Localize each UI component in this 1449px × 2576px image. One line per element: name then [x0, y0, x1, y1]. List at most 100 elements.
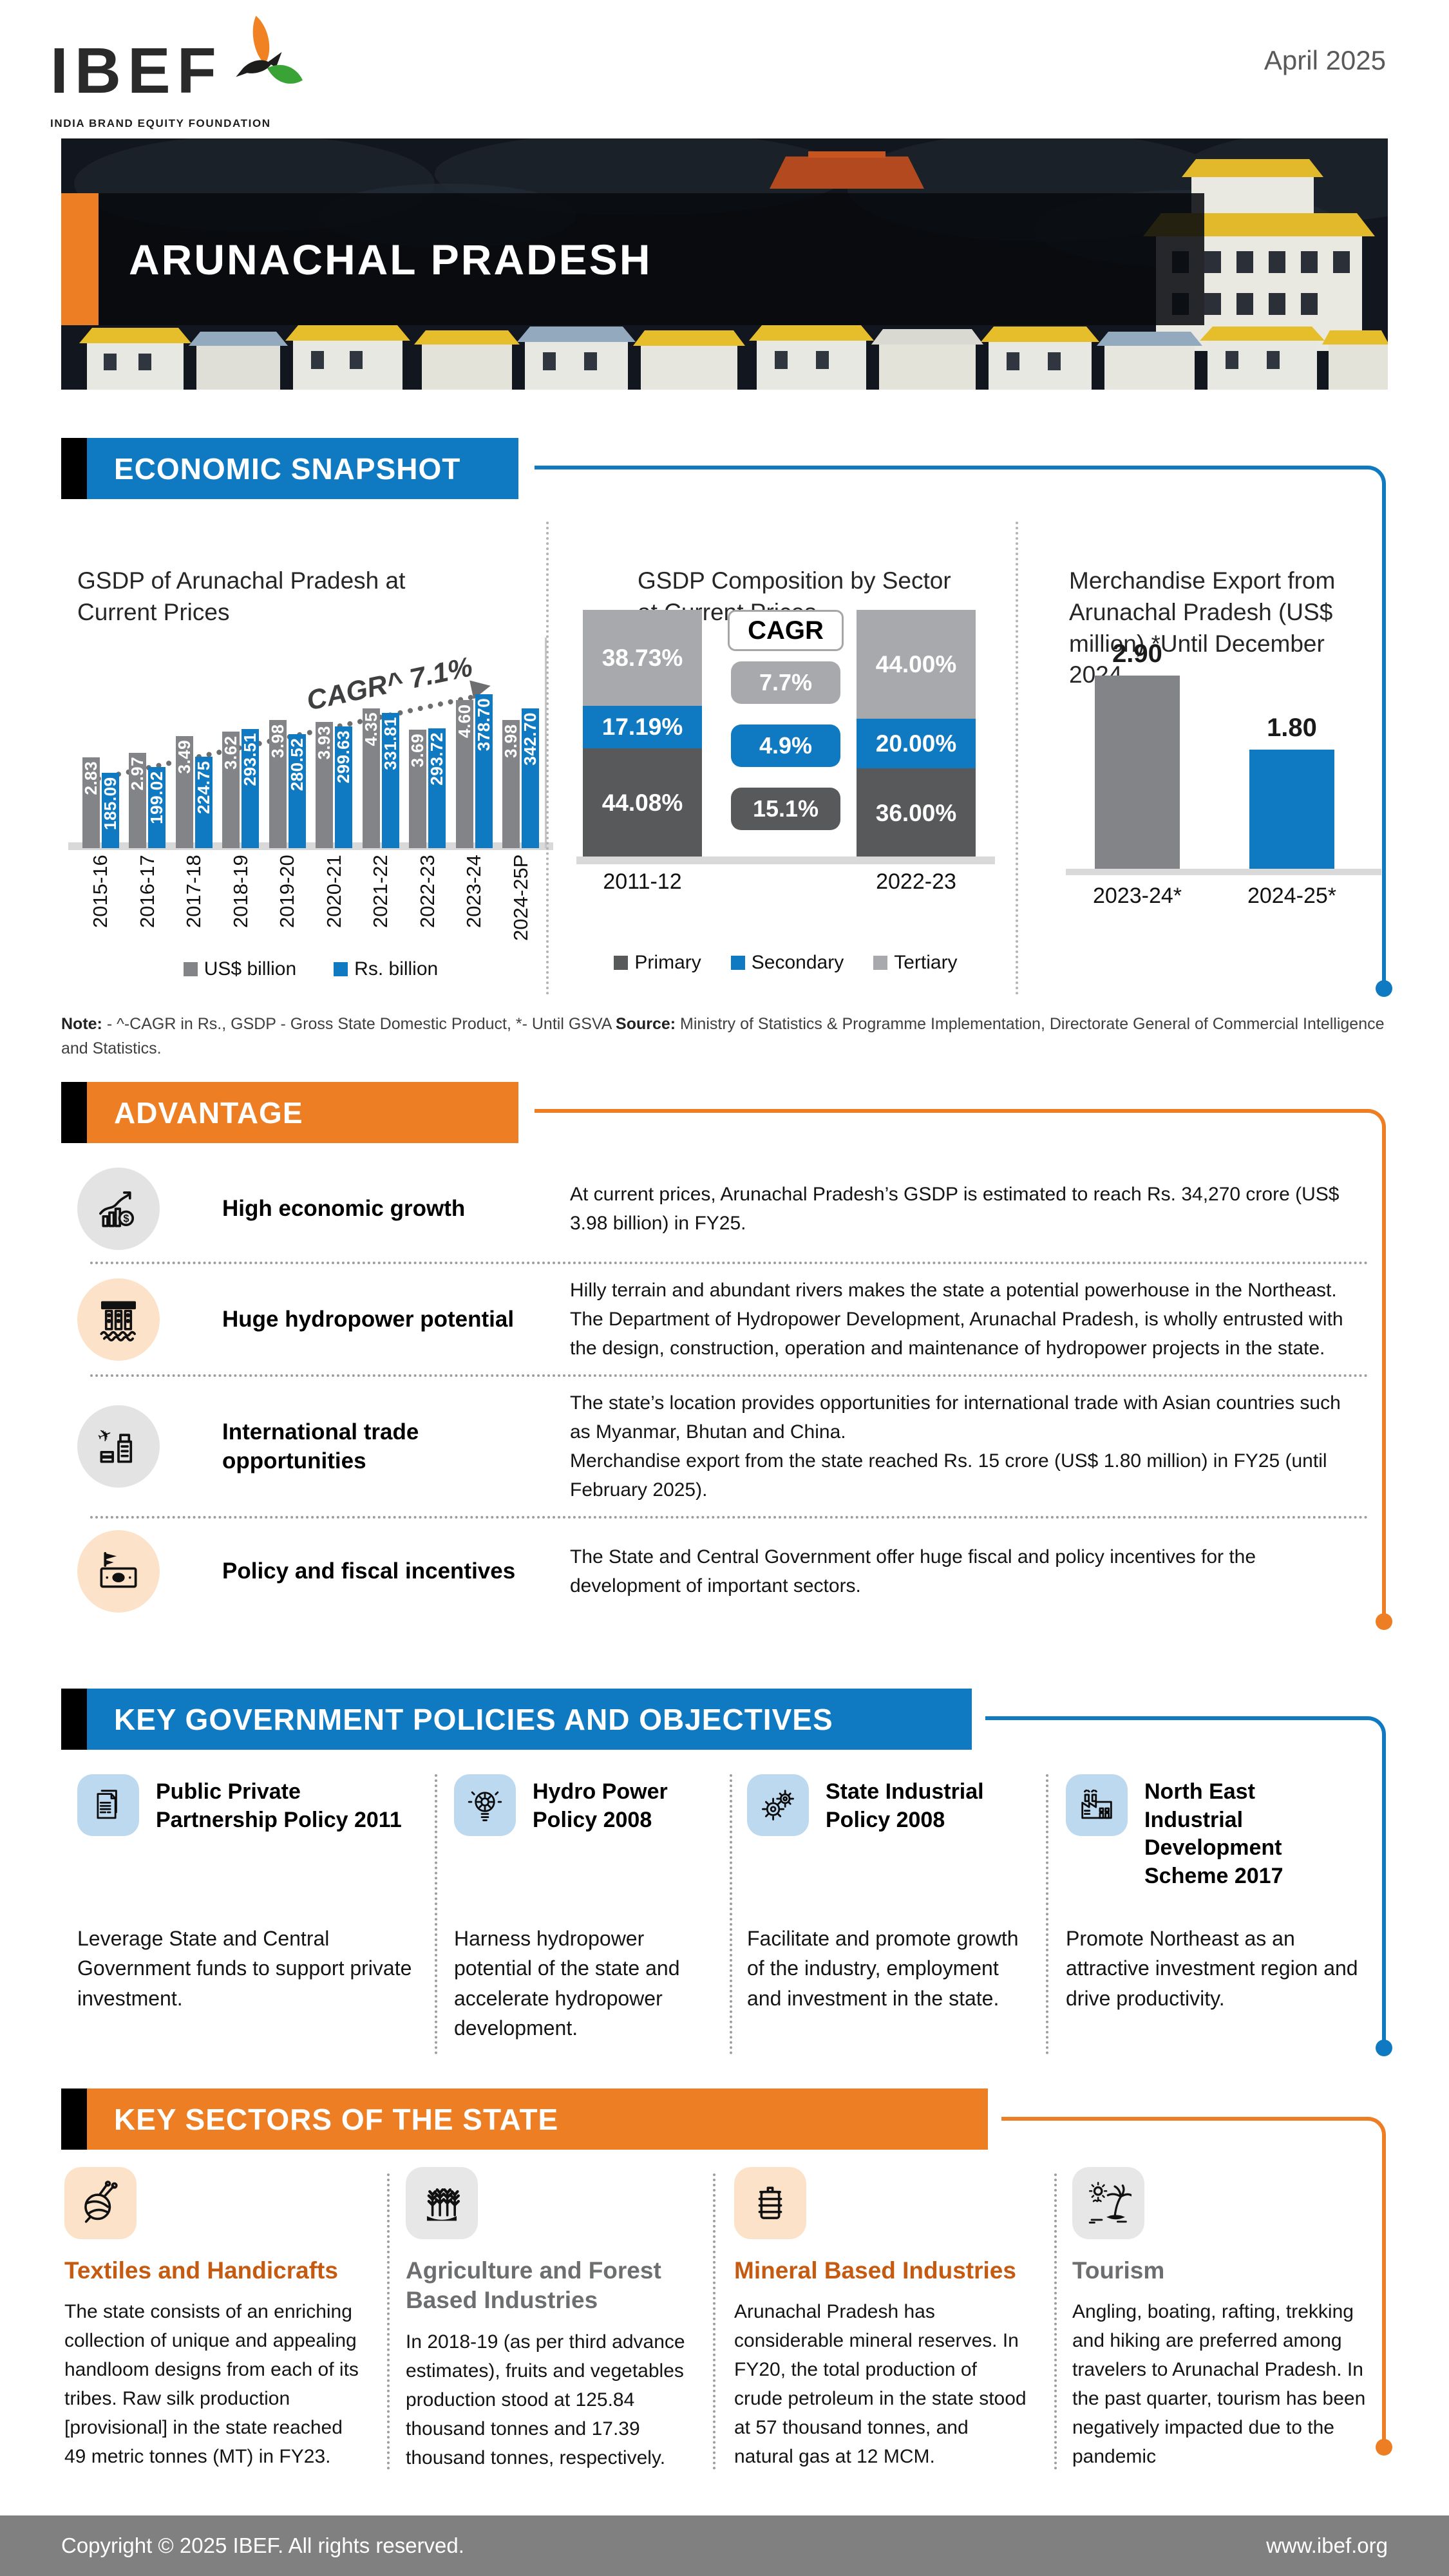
policy-title: State Industrial Policy 2008	[826, 1779, 984, 1832]
sector-body: Angling, boating, rafting, trekking and …	[1072, 2301, 1366, 2468]
website-link[interactable]: www.ibef.org	[1266, 2533, 1388, 2557]
x-axis-label: 2024-25P	[509, 855, 532, 942]
gsdp-bar: 293.51	[240, 728, 260, 848]
policy-card: Public Private Partnership Policy 2011 L…	[77, 1774, 412, 2013]
yarn-icon	[64, 2167, 137, 2239]
gsdp-bar: 199.02	[147, 767, 166, 848]
legend-label: Rs. billion	[354, 958, 439, 980]
note-text: - ^-CAGR in Rs., GSDP - Gross State Dome…	[102, 1015, 616, 1033]
section-accent	[61, 1689, 87, 1750]
hero-accent-bar	[61, 193, 99, 325]
export-chart: 2.90 2023-24* 1.80 2024-25*	[1066, 639, 1381, 909]
gsdp-bar: 3.69	[408, 729, 428, 848]
legend-swatch	[873, 956, 888, 970]
sector-card: Agriculture and Forest Based Industries …	[406, 2167, 692, 2472]
section-title: ADVANTAGE	[87, 1082, 518, 1143]
gsdp-chart-title: GSDP of Arunachal Pradesh at Current Pri…	[77, 567, 406, 625]
advantage-body: Hilly terrain and abundant rivers makes …	[570, 1280, 1343, 1359]
x-axis-label: 2011-12	[603, 869, 682, 894]
bar-value-label: 280.52	[287, 737, 307, 791]
advantage-list: $ High economic growth At current prices…	[61, 1156, 1388, 1624]
column-divider	[730, 1774, 732, 2054]
advantage-body: At current prices, Arunachal Pradesh’s G…	[570, 1184, 1340, 1234]
x-axis-label: 2023-24	[462, 855, 486, 928]
gsdp-bar: 3.49	[175, 735, 194, 848]
bar-value-label: 3.98	[267, 724, 287, 758]
stacked-segment: 44.00%	[857, 610, 976, 719]
section-accent	[61, 2088, 87, 2150]
bar-value-label: 185.09	[100, 777, 120, 830]
bar-value-label: 293.51	[240, 732, 260, 786]
x-axis-label: 2022-23	[876, 869, 956, 894]
hero-title-band	[61, 193, 1204, 325]
legend-swatch	[334, 962, 348, 976]
bar-value-label: 342.70	[520, 712, 540, 766]
policies-grid: Public Private Partnership Policy 2011 L…	[61, 1774, 1388, 2058]
bar-value-label: 1.80	[1267, 714, 1317, 742]
gsdp-bar: 185.09	[100, 773, 120, 848]
policy-body: Facilitate and promote growth of the ind…	[747, 1927, 1019, 2010]
column-divider	[1054, 2174, 1057, 2470]
section-header-sectors: KEY SECTORS OF THE STATE	[61, 2088, 988, 2150]
sector-title: Textiles and Handicrafts	[64, 2257, 338, 2284]
advantage-body: The State and Central Government offer h…	[570, 1546, 1256, 1596]
bar-value-label: 2.90	[1112, 639, 1162, 668]
gsdp-chart: CAGR^ 7.1% 2.83 185.09 2015-16 2.97 199.02 20…	[68, 638, 553, 941]
x-axis-label: 2021-22	[369, 855, 392, 928]
advantage-title: International trade opportunities	[222, 1419, 419, 1474]
column-divider	[435, 1774, 437, 2054]
section-bracket-economic	[535, 466, 1386, 989]
section-bracket-advantage	[535, 1109, 1386, 1622]
legend-swatch	[730, 956, 745, 970]
row-divider	[90, 1374, 1368, 1377]
legend-label: Primary	[634, 952, 701, 973]
bar-value-label: 2.97	[128, 756, 147, 791]
legend-label: US$ billion	[204, 958, 297, 980]
policy-card: North East Industrial Development Scheme…	[1066, 1774, 1375, 2013]
legend-item: Secondary	[730, 952, 844, 974]
factory-icon	[1066, 1774, 1128, 1836]
sector-body: The state consists of an enriching colle…	[64, 2301, 359, 2468]
money-icon	[77, 1530, 160, 1613]
stacked-segment: 36.00%	[857, 768, 976, 858]
sector-title: Mineral Based Industries	[734, 2257, 1016, 2284]
cagr-value-box: 4.9%	[731, 724, 840, 767]
sector-title: Agriculture and Forest Based Industries	[406, 2257, 661, 2314]
policy-title: North East Industrial Development Scheme…	[1144, 1779, 1283, 1888]
bar-value-label: 3.98	[501, 724, 521, 758]
x-axis-label: 2022-23	[415, 855, 439, 928]
bar-value-label: 224.75	[193, 761, 213, 814]
advantage-row: Huge hydropower potential Hilly terrain …	[61, 1264, 1388, 1374]
x-axis-label: 2019-20	[276, 855, 299, 928]
export-chart-title: Merchandise Export from Arunachal Prades…	[1069, 567, 1336, 688]
section-title: KEY GOVERNMENT POLICIES AND OBJECTIVES	[87, 1689, 972, 1750]
column-divider	[713, 2174, 715, 2470]
advantage-row: ✈ International trade opportunities The …	[61, 1377, 1388, 1516]
document-icon	[77, 1774, 139, 1836]
logo-word: IBEF	[50, 35, 223, 107]
sector-body: In 2018-19 (as per third advance estimat…	[406, 2331, 685, 2468]
bar-value-label: 331.81	[380, 717, 400, 770]
section-header-economic-snapshot: ECONOMIC SNAPSHOT	[61, 438, 518, 499]
x-axis-label: 2017-18	[182, 855, 205, 928]
section-header-policies: KEY GOVERNMENT POLICIES AND OBJECTIVES	[61, 1689, 972, 1750]
footer: Copyright © 2025 IBEF. All rights reserv…	[0, 2515, 1449, 2576]
row-divider	[90, 1262, 1368, 1264]
gsdp-bar: 3.62	[221, 732, 241, 848]
stacked-segment: 44.08%	[583, 748, 702, 858]
stacked-segment: 38.73%	[583, 610, 702, 706]
section-accent	[61, 438, 87, 499]
sector-body: Arunachal Pradesh has considerable miner…	[734, 2301, 1027, 2468]
legend-swatch	[614, 956, 629, 970]
hero-banner: ARUNACHAL PRADESH	[61, 138, 1388, 390]
bar-value-label: 3.69	[408, 733, 428, 768]
policy-body: Leverage State and Central Government fu…	[77, 1927, 412, 2010]
bar-value-label: 3.62	[221, 735, 241, 770]
cagr-label-box: CAGR	[728, 610, 844, 651]
bracket-dot	[1376, 980, 1392, 997]
tourism-icon	[1072, 2167, 1144, 2239]
bulb-gear-icon	[454, 1774, 516, 1836]
x-axis-label: 2015-16	[89, 855, 112, 928]
row-divider	[90, 1516, 1368, 1519]
